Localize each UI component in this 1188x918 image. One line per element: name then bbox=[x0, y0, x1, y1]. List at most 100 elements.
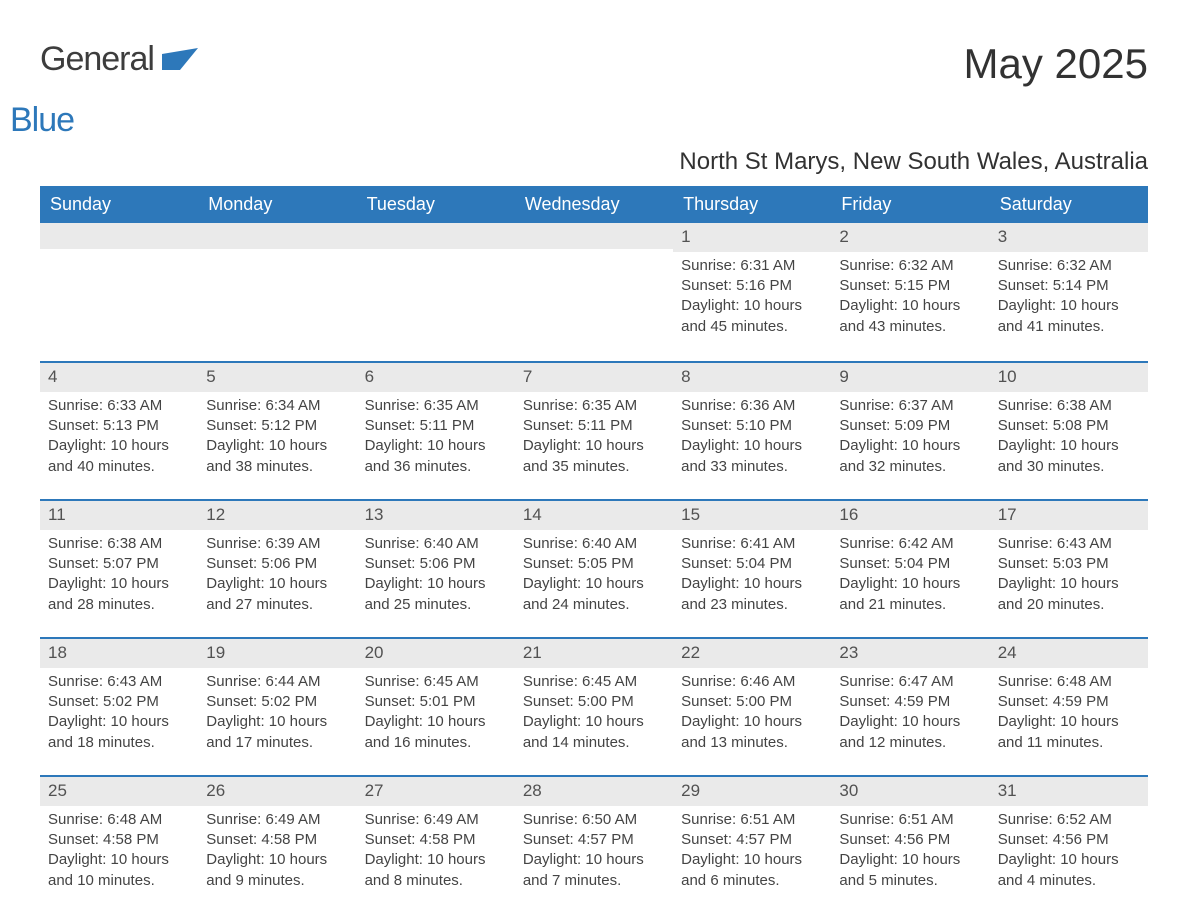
sunset-text: Sunset: 4:58 PM bbox=[206, 830, 348, 850]
sunrise-text: Sunrise: 6:40 AM bbox=[523, 534, 665, 554]
day-number: 31 bbox=[990, 777, 1148, 806]
sunset-text: Sunset: 5:08 PM bbox=[998, 416, 1140, 436]
day-number: 27 bbox=[357, 777, 515, 806]
sunset-text: Sunset: 5:09 PM bbox=[839, 416, 981, 436]
day-cell: 20Sunrise: 6:45 AMSunset: 5:01 PMDayligh… bbox=[357, 639, 515, 775]
sunset-text: Sunset: 5:10 PM bbox=[681, 416, 823, 436]
sunrise-text: Sunrise: 6:48 AM bbox=[998, 672, 1140, 692]
sunset-text: Sunset: 5:07 PM bbox=[48, 554, 190, 574]
day-cell: 6Sunrise: 6:35 AMSunset: 5:11 PMDaylight… bbox=[357, 363, 515, 499]
sunset-text: Sunset: 5:02 PM bbox=[48, 692, 190, 712]
day-number: 12 bbox=[198, 501, 356, 530]
day-cell bbox=[515, 223, 673, 361]
daylight-text: Daylight: 10 hours and 43 minutes. bbox=[839, 296, 981, 337]
sunrise-text: Sunrise: 6:32 AM bbox=[998, 256, 1140, 276]
day-number: 15 bbox=[673, 501, 831, 530]
day-number bbox=[515, 223, 673, 249]
sunset-text: Sunset: 4:57 PM bbox=[523, 830, 665, 850]
week-row: 4Sunrise: 6:33 AMSunset: 5:13 PMDaylight… bbox=[40, 361, 1148, 499]
day-cell: 26Sunrise: 6:49 AMSunset: 4:58 PMDayligh… bbox=[198, 777, 356, 913]
day-body: Sunrise: 6:48 AMSunset: 4:59 PMDaylight:… bbox=[990, 668, 1148, 763]
day-number: 10 bbox=[990, 363, 1148, 392]
day-number: 29 bbox=[673, 777, 831, 806]
daylight-text: Daylight: 10 hours and 38 minutes. bbox=[206, 436, 348, 477]
day-body: Sunrise: 6:37 AMSunset: 5:09 PMDaylight:… bbox=[831, 392, 989, 487]
day-cell: 2Sunrise: 6:32 AMSunset: 5:15 PMDaylight… bbox=[831, 223, 989, 361]
day-cell: 11Sunrise: 6:38 AMSunset: 5:07 PMDayligh… bbox=[40, 501, 198, 637]
daylight-text: Daylight: 10 hours and 41 minutes. bbox=[998, 296, 1140, 337]
weekday-header: Monday bbox=[198, 186, 356, 223]
day-number: 13 bbox=[357, 501, 515, 530]
sunrise-text: Sunrise: 6:35 AM bbox=[365, 396, 507, 416]
day-number bbox=[40, 223, 198, 249]
day-number bbox=[357, 223, 515, 249]
sunrise-text: Sunrise: 6:43 AM bbox=[48, 672, 190, 692]
day-cell: 8Sunrise: 6:36 AMSunset: 5:10 PMDaylight… bbox=[673, 363, 831, 499]
sunset-text: Sunset: 5:03 PM bbox=[998, 554, 1140, 574]
day-body: Sunrise: 6:50 AMSunset: 4:57 PMDaylight:… bbox=[515, 806, 673, 901]
day-cell bbox=[357, 223, 515, 361]
daylight-text: Daylight: 10 hours and 21 minutes. bbox=[839, 574, 981, 615]
sunset-text: Sunset: 4:57 PM bbox=[681, 830, 823, 850]
sunrise-text: Sunrise: 6:50 AM bbox=[523, 810, 665, 830]
day-body bbox=[198, 249, 356, 263]
day-body: Sunrise: 6:45 AMSunset: 5:00 PMDaylight:… bbox=[515, 668, 673, 763]
weekday-header: Wednesday bbox=[515, 186, 673, 223]
sunset-text: Sunset: 4:56 PM bbox=[998, 830, 1140, 850]
day-number: 5 bbox=[198, 363, 356, 392]
day-cell: 9Sunrise: 6:37 AMSunset: 5:09 PMDaylight… bbox=[831, 363, 989, 499]
week-row: 25Sunrise: 6:48 AMSunset: 4:58 PMDayligh… bbox=[40, 775, 1148, 913]
sunrise-text: Sunrise: 6:37 AM bbox=[839, 396, 981, 416]
day-number: 9 bbox=[831, 363, 989, 392]
sunrise-text: Sunrise: 6:52 AM bbox=[998, 810, 1140, 830]
daylight-text: Daylight: 10 hours and 20 minutes. bbox=[998, 574, 1140, 615]
sunrise-text: Sunrise: 6:51 AM bbox=[681, 810, 823, 830]
sunrise-text: Sunrise: 6:51 AM bbox=[839, 810, 981, 830]
daylight-text: Daylight: 10 hours and 23 minutes. bbox=[681, 574, 823, 615]
day-body: Sunrise: 6:46 AMSunset: 5:00 PMDaylight:… bbox=[673, 668, 831, 763]
location-subtitle: North St Marys, New South Wales, Austral… bbox=[40, 148, 1148, 176]
daylight-text: Daylight: 10 hours and 32 minutes. bbox=[839, 436, 981, 477]
day-number: 20 bbox=[357, 639, 515, 668]
day-number: 22 bbox=[673, 639, 831, 668]
sunrise-text: Sunrise: 6:38 AM bbox=[998, 396, 1140, 416]
daylight-text: Daylight: 10 hours and 14 minutes. bbox=[523, 712, 665, 753]
day-body: Sunrise: 6:31 AMSunset: 5:16 PMDaylight:… bbox=[673, 252, 831, 347]
day-body: Sunrise: 6:51 AMSunset: 4:56 PMDaylight:… bbox=[831, 806, 989, 901]
day-body: Sunrise: 6:33 AMSunset: 5:13 PMDaylight:… bbox=[40, 392, 198, 487]
day-body: Sunrise: 6:41 AMSunset: 5:04 PMDaylight:… bbox=[673, 530, 831, 625]
sunset-text: Sunset: 5:04 PM bbox=[681, 554, 823, 574]
sunset-text: Sunset: 5:13 PM bbox=[48, 416, 190, 436]
daylight-text: Daylight: 10 hours and 10 minutes. bbox=[48, 850, 190, 891]
daylight-text: Daylight: 10 hours and 8 minutes. bbox=[365, 850, 507, 891]
day-cell: 3Sunrise: 6:32 AMSunset: 5:14 PMDaylight… bbox=[990, 223, 1148, 361]
week-row: 18Sunrise: 6:43 AMSunset: 5:02 PMDayligh… bbox=[40, 637, 1148, 775]
day-body: Sunrise: 6:52 AMSunset: 4:56 PMDaylight:… bbox=[990, 806, 1148, 901]
day-number: 4 bbox=[40, 363, 198, 392]
weeks-container: 1Sunrise: 6:31 AMSunset: 5:16 PMDaylight… bbox=[40, 223, 1148, 913]
sunrise-text: Sunrise: 6:33 AM bbox=[48, 396, 190, 416]
day-cell: 27Sunrise: 6:49 AMSunset: 4:58 PMDayligh… bbox=[357, 777, 515, 913]
daylight-text: Daylight: 10 hours and 25 minutes. bbox=[365, 574, 507, 615]
day-body: Sunrise: 6:34 AMSunset: 5:12 PMDaylight:… bbox=[198, 392, 356, 487]
day-cell: 30Sunrise: 6:51 AMSunset: 4:56 PMDayligh… bbox=[831, 777, 989, 913]
day-body bbox=[40, 249, 198, 263]
day-cell: 22Sunrise: 6:46 AMSunset: 5:00 PMDayligh… bbox=[673, 639, 831, 775]
weekday-header: Saturday bbox=[990, 186, 1148, 223]
day-body: Sunrise: 6:48 AMSunset: 4:58 PMDaylight:… bbox=[40, 806, 198, 901]
day-number: 7 bbox=[515, 363, 673, 392]
sunset-text: Sunset: 5:01 PM bbox=[365, 692, 507, 712]
daylight-text: Daylight: 10 hours and 24 minutes. bbox=[523, 574, 665, 615]
day-number: 30 bbox=[831, 777, 989, 806]
sunset-text: Sunset: 5:06 PM bbox=[206, 554, 348, 574]
logo-text-part2: Blue bbox=[10, 101, 198, 140]
sunrise-text: Sunrise: 6:36 AM bbox=[681, 396, 823, 416]
daylight-text: Daylight: 10 hours and 18 minutes. bbox=[48, 712, 190, 753]
day-cell: 18Sunrise: 6:43 AMSunset: 5:02 PMDayligh… bbox=[40, 639, 198, 775]
weekday-header: Tuesday bbox=[357, 186, 515, 223]
day-body: Sunrise: 6:44 AMSunset: 5:02 PMDaylight:… bbox=[198, 668, 356, 763]
weekday-header: Thursday bbox=[673, 186, 831, 223]
calendar: SundayMondayTuesdayWednesdayThursdayFrid… bbox=[40, 186, 1148, 913]
day-body bbox=[357, 249, 515, 263]
sunset-text: Sunset: 5:06 PM bbox=[365, 554, 507, 574]
